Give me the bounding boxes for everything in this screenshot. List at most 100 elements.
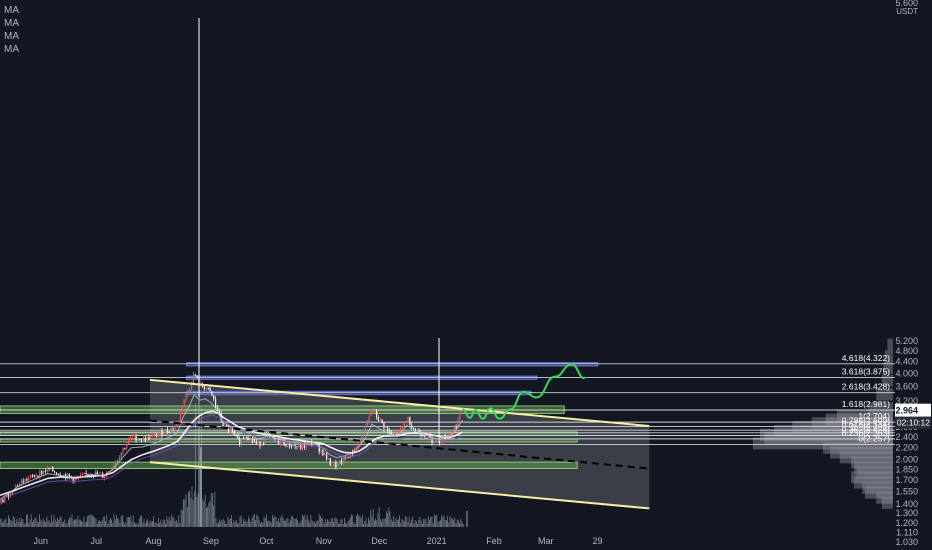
candle[interactable]	[31, 475, 34, 476]
candle[interactable]	[24, 478, 26, 483]
candle[interactable]	[79, 474, 82, 478]
candle[interactable]	[22, 480, 24, 483]
candle[interactable]	[185, 393, 187, 400]
candle[interactable]	[300, 444, 302, 450]
candle[interactable]	[246, 436, 248, 439]
candle[interactable]	[324, 453, 326, 456]
candle[interactable]	[142, 437, 145, 441]
candle[interactable]	[163, 433, 165, 436]
candle[interactable]	[26, 478, 28, 481]
candle[interactable]	[433, 442, 435, 444]
candle[interactable]	[104, 476, 106, 478]
candle[interactable]	[216, 405, 219, 412]
candle[interactable]	[418, 430, 420, 433]
candle[interactable]	[72, 477, 74, 482]
candle[interactable]	[440, 442, 442, 444]
candle[interactable]	[329, 458, 331, 466]
candle[interactable]	[289, 441, 291, 447]
ma-label-4[interactable]: MA	[4, 44, 19, 55]
candle[interactable]	[128, 438, 130, 445]
candle[interactable]	[203, 387, 206, 389]
candle[interactable]	[179, 411, 182, 422]
candle[interactable]	[115, 461, 117, 466]
candle[interactable]	[192, 374, 194, 385]
candle[interactable]	[4, 497, 6, 503]
candle[interactable]	[218, 411, 220, 414]
support-zone[interactable]	[0, 461, 578, 470]
candle[interactable]	[272, 435, 274, 438]
candle[interactable]	[181, 406, 183, 412]
candle[interactable]	[227, 427, 230, 432]
candle[interactable]	[442, 435, 444, 443]
candle[interactable]	[9, 491, 11, 498]
candle[interactable]	[453, 426, 455, 432]
candle[interactable]	[318, 444, 320, 452]
candle[interactable]	[213, 395, 215, 399]
candle[interactable]	[390, 432, 392, 435]
candle[interactable]	[18, 483, 21, 486]
candle[interactable]	[388, 429, 391, 433]
candle[interactable]	[357, 442, 359, 449]
candle[interactable]	[263, 443, 265, 444]
candle[interactable]	[253, 441, 256, 443]
candle[interactable]	[20, 480, 22, 484]
candle[interactable]	[159, 430, 161, 435]
candle[interactable]	[13, 491, 15, 493]
candle[interactable]	[375, 410, 378, 418]
candle[interactable]	[385, 427, 387, 429]
candle[interactable]	[409, 417, 411, 426]
candle[interactable]	[194, 374, 196, 376]
candle[interactable]	[252, 437, 254, 442]
candle[interactable]	[113, 465, 115, 469]
candle[interactable]	[279, 441, 281, 445]
candle[interactable]	[301, 444, 304, 450]
candle[interactable]	[401, 425, 404, 428]
candle[interactable]	[363, 434, 365, 436]
candle[interactable]	[46, 467, 48, 472]
candle[interactable]	[431, 437, 433, 443]
candle[interactable]	[172, 428, 174, 429]
candle[interactable]	[54, 471, 56, 473]
candle[interactable]	[416, 430, 418, 432]
candle[interactable]	[170, 428, 172, 433]
candle[interactable]	[455, 426, 457, 428]
candle[interactable]	[326, 453, 328, 460]
candle[interactable]	[374, 410, 376, 412]
candle[interactable]	[42, 470, 45, 475]
candle[interactable]	[340, 460, 342, 464]
candle[interactable]	[129, 436, 132, 439]
candle[interactable]	[41, 471, 43, 475]
candle[interactable]	[187, 391, 189, 394]
candle[interactable]	[152, 435, 154, 437]
candle[interactable]	[215, 398, 217, 406]
candle[interactable]	[39, 471, 41, 478]
candle[interactable]	[183, 399, 185, 407]
candle[interactable]	[157, 434, 159, 437]
candle[interactable]	[348, 457, 350, 459]
moving-average-line[interactable]	[0, 414, 463, 500]
candle[interactable]	[237, 435, 239, 439]
candle[interactable]	[311, 441, 313, 445]
candle[interactable]	[126, 444, 128, 449]
candle[interactable]	[144, 437, 146, 442]
candle[interactable]	[403, 422, 405, 426]
candle[interactable]	[224, 425, 226, 427]
candle[interactable]	[327, 458, 330, 460]
candle[interactable]	[405, 421, 407, 423]
candle[interactable]	[370, 411, 372, 416]
candle[interactable]	[242, 438, 244, 440]
candle[interactable]	[377, 417, 379, 422]
candle[interactable]	[368, 415, 370, 423]
candle[interactable]	[37, 475, 39, 478]
candle[interactable]	[412, 427, 415, 429]
candle[interactable]	[2, 499, 4, 503]
candle[interactable]	[141, 440, 143, 442]
candle[interactable]	[190, 384, 193, 390]
candle[interactable]	[248, 438, 250, 441]
candle[interactable]	[52, 467, 54, 472]
candle[interactable]	[0, 499, 2, 504]
candle[interactable]	[250, 437, 252, 441]
ma-label-3[interactable]: MA	[4, 31, 19, 42]
candle[interactable]	[457, 419, 459, 428]
